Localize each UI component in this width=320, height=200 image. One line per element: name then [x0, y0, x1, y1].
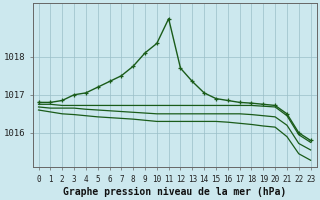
X-axis label: Graphe pression niveau de la mer (hPa): Graphe pression niveau de la mer (hPa)	[63, 186, 286, 197]
